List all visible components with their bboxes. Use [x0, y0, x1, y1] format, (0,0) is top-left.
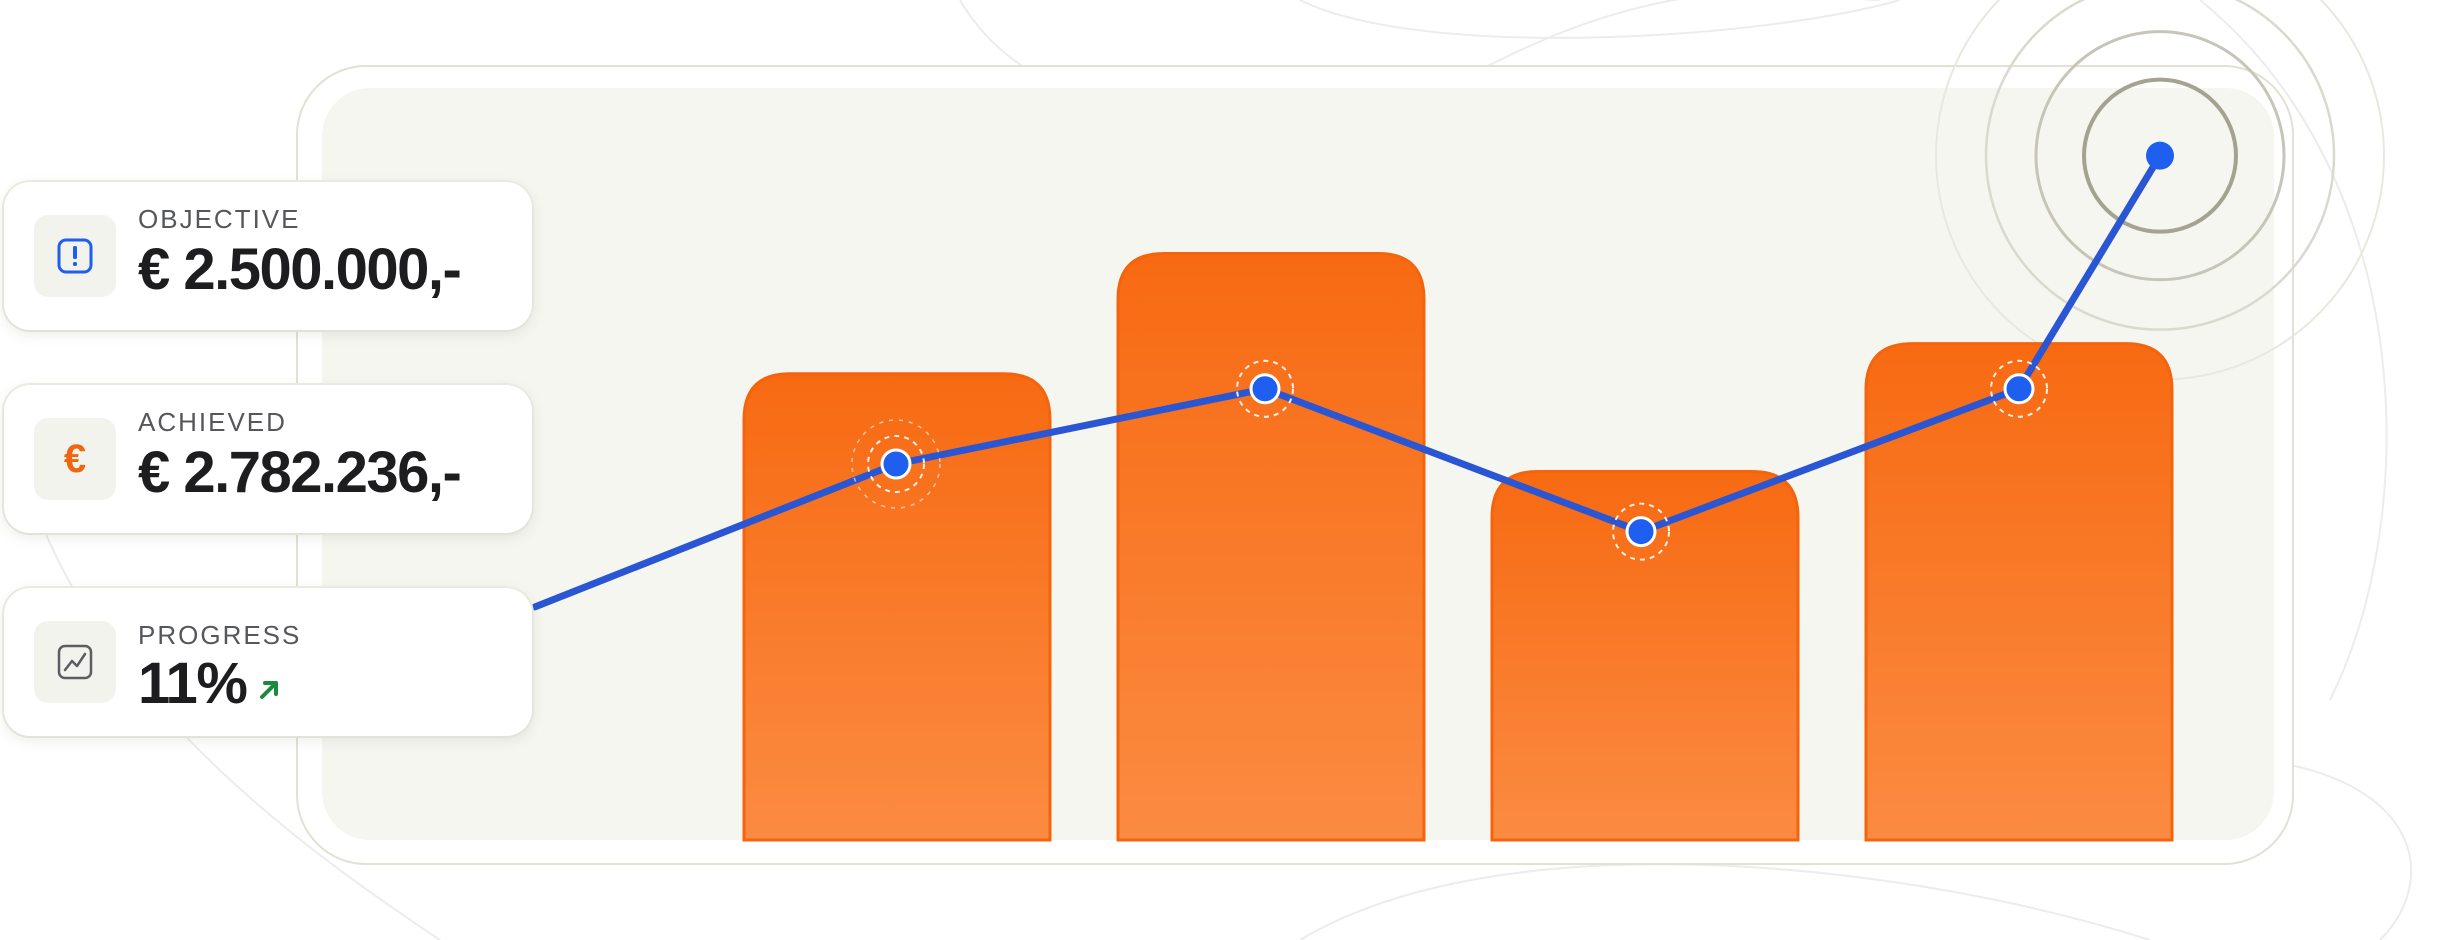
bar-4 [1864, 342, 2174, 842]
target-ring-2 [2034, 30, 2286, 282]
line-point-2 [1249, 373, 1281, 405]
point-halo-1 [867, 435, 925, 493]
line-point-5 [2146, 141, 2174, 170]
achieved-label: ACHIEVED [138, 407, 287, 437]
point-halo-4 [1990, 359, 2048, 418]
objective-card: OBJECTIVE € 2.500.000,- [4, 182, 532, 330]
target-ring-4 [1935, 0, 2385, 381]
line-point-4 [2003, 373, 2035, 405]
objective-label: OBJECTIVE [138, 204, 301, 234]
target-ring-3 [1984, 0, 2336, 331]
point-halo-outer-1 [851, 419, 941, 509]
line-point-3 [1625, 516, 1657, 548]
progress-value: 11% [138, 651, 248, 716]
progress-card: PROGRESS 11% [4, 588, 532, 736]
achieved-card: € ACHIEVED € 2.782.236,- [4, 385, 532, 533]
euro-icon: € [34, 418, 116, 500]
progress-value-row: 11% [138, 650, 282, 717]
line-point-1 [880, 448, 912, 480]
achieved-value: € 2.782.236,- [138, 440, 462, 505]
arrow-up-right-icon [256, 677, 282, 708]
line-chart-icon [34, 621, 116, 703]
bar-3 [1490, 470, 1800, 842]
bar-2 [1116, 251, 1426, 842]
target-rings [1935, 0, 2385, 381]
series-line [531, 152, 2164, 611]
point-halo-2 [1236, 359, 1294, 418]
progress-label: PROGRESS [138, 620, 302, 650]
target-ring-1 [2082, 77, 2238, 234]
objective-value: € 2.500.000,- [138, 237, 462, 302]
point-halo-3 [1612, 502, 1670, 561]
alert-icon [34, 215, 116, 297]
